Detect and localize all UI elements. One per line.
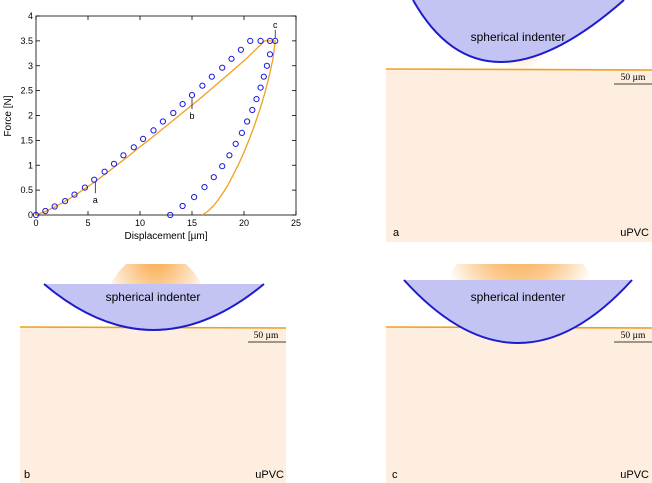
indenter-outline	[403, 279, 633, 344]
x-tick-label: 5	[85, 218, 90, 228]
x-tick-label: 20	[239, 218, 249, 228]
data-point	[179, 202, 186, 210]
data-point	[257, 84, 264, 91]
data-point	[120, 152, 127, 159]
scale-bar-label: 50 µm	[621, 331, 646, 341]
data-point	[247, 37, 254, 45]
data-point	[32, 211, 40, 219]
y-tick-label: 1.5	[20, 135, 33, 145]
data-point	[62, 198, 69, 205]
y-tick-label: 2.5	[20, 86, 33, 96]
annotation-label: c	[273, 20, 278, 30]
material-label: uPVC	[255, 469, 284, 481]
data-point	[232, 140, 239, 147]
panel-letter: c	[392, 469, 398, 481]
data-point	[244, 118, 251, 125]
y-tick-label: 3	[28, 61, 33, 71]
data-point	[208, 73, 215, 80]
data-point	[253, 96, 260, 103]
panel-letter: a	[393, 227, 400, 239]
model-curve-layer	[35, 40, 276, 216]
data-point	[130, 144, 137, 151]
annotation-label: b	[189, 111, 194, 121]
data-point	[219, 163, 226, 170]
axis-ticks: 0 5 10 15 20 25 0 0.5 1 1.5 2 2.5 3 3.5 4	[20, 11, 301, 228]
data-point	[179, 101, 186, 108]
model-curve	[35, 40, 276, 216]
data-point	[140, 135, 147, 142]
data-point	[101, 168, 108, 175]
panel-a: spherical indenter 50 µm a uPVC	[386, 0, 652, 242]
data-point	[237, 46, 244, 53]
data-point	[226, 152, 233, 159]
data-point	[51, 203, 58, 210]
data-point	[150, 127, 157, 134]
data-point	[167, 211, 174, 219]
data-point	[81, 184, 89, 191]
indenter-outline	[43, 283, 265, 331]
y-tick-label: 1	[28, 160, 33, 170]
panel-b: spherical indenter 50 µm b uPVC	[20, 264, 286, 483]
x-tick-label: 10	[135, 218, 145, 228]
data-point	[42, 207, 49, 215]
data-point	[266, 51, 274, 58]
plot-frame	[35, 15, 297, 216]
data-point	[91, 176, 98, 183]
y-axis-label: Force [N]	[3, 95, 14, 136]
x-axis-label: Displacement [µm]	[124, 231, 207, 242]
annotation-label: a	[93, 195, 98, 205]
x-tick-label: 25	[291, 218, 301, 228]
x-tick-label: 15	[187, 218, 197, 228]
spherical-indenter-shape	[413, 0, 624, 62]
scale-bar-label: 50 µm	[254, 331, 279, 341]
data-point	[201, 184, 208, 191]
y-tick-label: 2	[28, 111, 33, 121]
indenter-outline	[412, 0, 625, 63]
data-point	[257, 37, 264, 45]
material-label: uPVC	[620, 469, 649, 481]
data-point	[191, 194, 198, 201]
y-tick-label: 0.5	[20, 185, 33, 195]
x-tick-label: 0	[33, 218, 38, 228]
data-point	[272, 37, 279, 45]
panel-letter: b	[24, 469, 30, 481]
data-point	[199, 82, 206, 89]
y-tick-label: 3.5	[20, 36, 33, 46]
data-point	[170, 109, 177, 117]
annotation-layer: a b c	[93, 20, 278, 205]
material-label: uPVC	[620, 227, 649, 239]
panel-c: spherical indenter 50 µm c uPVC	[386, 264, 652, 483]
data-point	[219, 64, 226, 71]
material-surface-line	[386, 68, 652, 71]
indenter-label: spherical indenter	[471, 290, 566, 304]
y-tick-label: 4	[28, 11, 33, 21]
measured-points-layer	[32, 37, 279, 219]
indenter-label: spherical indenter	[106, 290, 201, 304]
indenter-label: spherical indenter	[471, 30, 566, 44]
data-point	[110, 160, 118, 167]
data-point	[159, 118, 166, 125]
scale-bar-label: 50 µm	[621, 73, 646, 83]
data-point	[210, 174, 217, 181]
data-point	[260, 73, 267, 80]
data-point	[238, 129, 245, 136]
data-point	[188, 92, 196, 99]
data-point	[71, 191, 78, 198]
data-point	[249, 106, 256, 114]
data-point	[228, 55, 235, 62]
data-point	[263, 62, 270, 69]
force-displacement-chart: 0 5 10 15 20 25 0 0.5 1 1.5 2 2.5 3 3.5 4 a b c Displace…	[3, 11, 301, 242]
y-tick-label: 0	[28, 210, 33, 220]
